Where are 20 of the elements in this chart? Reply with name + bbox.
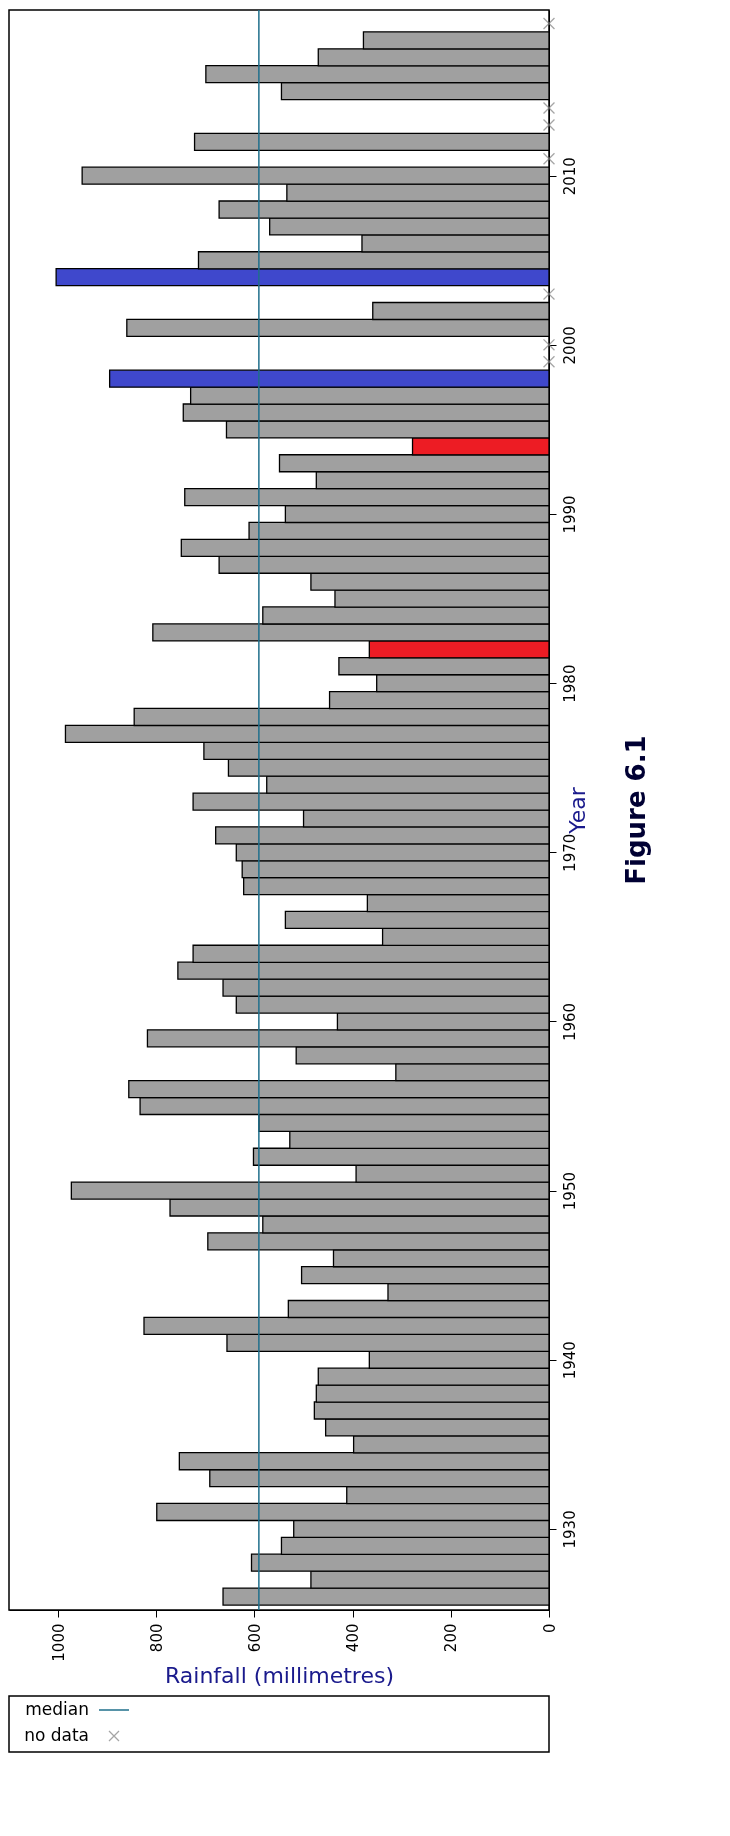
legend-label: no data: [24, 1725, 89, 1745]
x-tick-label: 200: [442, 1623, 461, 1653]
x-tick-label: 600: [245, 1623, 264, 1653]
y-tick-label: 2010: [560, 157, 579, 196]
x-tick-label: 400: [344, 1623, 363, 1653]
y-axis-title: Year: [564, 786, 590, 835]
y-tick-label: 1940: [560, 1341, 579, 1380]
y-tick-label: 1950: [560, 1171, 579, 1211]
y-tick-label: 1970: [560, 833, 579, 872]
y-tick-label: 1990: [560, 495, 579, 534]
text: Figure 6.1: [621, 735, 651, 885]
y-tick-label: 1930: [560, 1510, 579, 1549]
x-tick-label: 0: [540, 1623, 559, 1634]
x-tick-label: 1000: [49, 1623, 68, 1662]
y-tick-label: 1980: [560, 664, 579, 703]
x-axis-title: Rainfall (millimetres): [165, 1662, 394, 1688]
y-tick-label: 1960: [560, 1002, 579, 1042]
y-tick-label: 2000: [560, 326, 579, 365]
x-tick-label: 800: [147, 1623, 166, 1653]
legend-label: median: [25, 1699, 89, 1719]
